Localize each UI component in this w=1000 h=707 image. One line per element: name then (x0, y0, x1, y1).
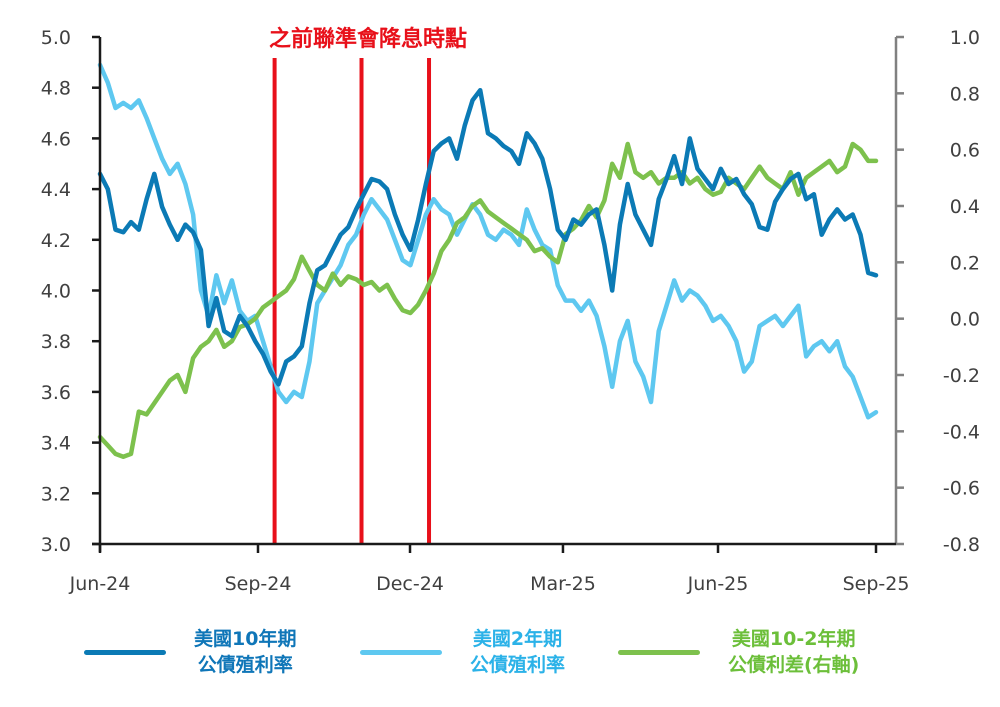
left-tick-label: 4.6 (41, 128, 71, 150)
right-tick-label: 0.8 (950, 83, 980, 105)
right-tick-label: -0.8 (943, 534, 980, 556)
legend-item-spread: 美國10-2年期 公債利差(右軸) (618, 626, 859, 678)
legend: 美國10年期 公債殖利率 美國2年期 公債殖利率 美國10-2年期 公債利差(右… (0, 626, 1000, 696)
legend-label-spread: 美國10-2年期 公債利差(右軸) (728, 626, 859, 678)
right-tick-label: 0.4 (950, 196, 980, 218)
x-tick-label: Jun-24 (69, 573, 131, 595)
x-tick-label: Sep-24 (225, 573, 292, 595)
right-tick-label: 0.0 (950, 309, 980, 331)
series-line-2 (97, 141, 879, 459)
left-tick-label: 3.4 (41, 433, 71, 455)
x-tick-label: Jun-25 (687, 573, 749, 595)
left-tick-label: 3.2 (41, 483, 71, 505)
right-tick-label: -0.4 (943, 421, 980, 443)
legend-swatch-10y (84, 649, 166, 655)
legend-label-line2: 公債殖利率 (470, 654, 566, 676)
right-tick-label: -0.6 (943, 478, 980, 500)
series-lines (97, 62, 879, 459)
left-tick-label: 4.4 (41, 179, 71, 201)
fed-cut-annotation: 之前聯準會降息時點 (269, 26, 467, 52)
legend-swatch-spread (618, 649, 700, 655)
yield-chart: 5.0 4.8 4.6 4.4 4.2 4.0 3.8 3.6 3.4 3.2 3.0 1.0 0.8 0… (41, 26, 980, 595)
x-tick-label: Sep-25 (843, 573, 910, 595)
x-tick-label: Mar-25 (530, 573, 596, 595)
left-tick-label: 4.8 (41, 78, 71, 100)
right-tick-label: 0.2 (950, 252, 980, 274)
x-tick-label: Dec-24 (376, 573, 444, 595)
legend-label-line1: 美國10年期 (194, 628, 297, 650)
fed-cut-markers (272, 58, 432, 544)
left-tick-label: 4.0 (41, 281, 71, 303)
legend-label-line1: 美國2年期 (472, 628, 563, 650)
left-tick-label: 4.2 (41, 230, 71, 252)
legend-label-line2: 公債殖利率 (197, 654, 293, 676)
series-line-1 (97, 62, 879, 420)
left-tick-label: 5.0 (41, 27, 71, 49)
left-tick-label: 3.6 (41, 382, 71, 404)
series-line-0 (97, 87, 879, 387)
legend-swatch-2y (360, 649, 442, 655)
left-tick-label: 3.0 (41, 534, 71, 556)
legend-label-line1: 美國10-2年期 (731, 628, 856, 650)
right-tick-label: 1.0 (950, 27, 980, 49)
legend-label-10y: 美國10年期 公債殖利率 (194, 626, 296, 678)
left-tick-label: 3.8 (41, 331, 71, 353)
legend-item-2y: 美國2年期 公債殖利率 (360, 626, 565, 678)
legend-item-10y: 美國10年期 公債殖利率 (84, 626, 296, 678)
axes: 5.0 4.8 4.6 4.4 4.2 4.0 3.8 3.6 3.4 3.2 3.0 1.0 0.8 0… (41, 27, 980, 595)
right-tick-label: -0.2 (943, 365, 980, 387)
legend-label-line2: 公債利差(右軸) (728, 654, 860, 676)
legend-label-2y: 美國2年期 公債殖利率 (470, 626, 565, 678)
right-tick-label: 0.6 (950, 140, 980, 162)
